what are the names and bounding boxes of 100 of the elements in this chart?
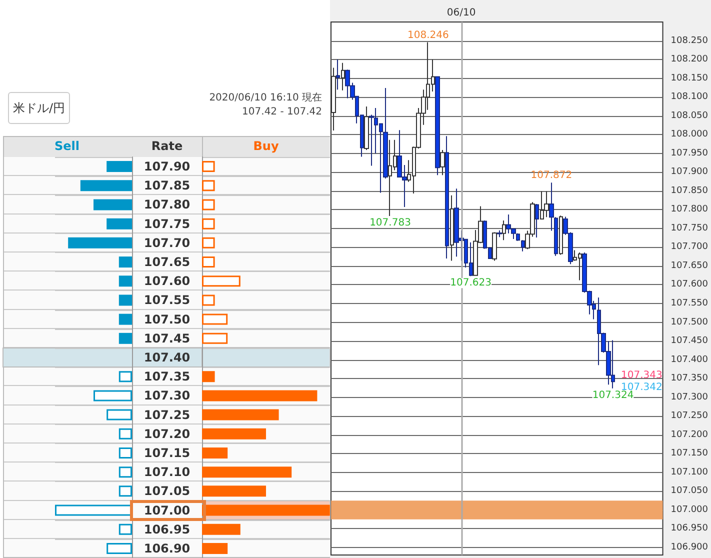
bar [202,428,266,440]
y-tick-label: 107.150 [670,448,708,459]
y-tick-label: 107.900 [670,167,708,178]
y-tick-label: 108.250 [670,36,708,46]
x-tick-label: 06/10 [446,8,476,18]
text: 107.42 - 107.42 [242,106,322,118]
y-tick-label: 107.00 [144,503,190,518]
y-tick-label: 107.60 [144,274,190,288]
candlestick [450,194,454,262]
bar [202,371,215,382]
y-tick-label: 108.000 [670,130,708,140]
y-tick-label: 107.650 [670,260,708,271]
bar [202,294,215,306]
chart-title: 米ドル/円 [8,92,70,124]
bar [202,524,240,535]
y-tick-label: 107.15 [144,446,190,460]
candlestick [364,106,369,150]
y-tick-label: 107.800 [670,204,708,215]
candlestick [435,76,440,176]
y-tick-label: 106.950 [670,524,708,534]
y-tick-label: 107.85 [144,178,190,193]
bar [68,237,132,248]
text: Sell [54,139,80,153]
y-tick-label: 108.100 [670,92,708,102]
bar [55,504,132,516]
candlestick [383,88,388,180]
y-tick-label: 107.450 [670,336,708,346]
y-tick-label: 107.600 [670,280,708,290]
candlestick [497,230,502,238]
candlestick [445,136,449,259]
y-tick-label: 106.95 [144,522,190,536]
bar [118,428,132,440]
y-tick-label: 108.150 [670,73,708,84]
bar [118,276,132,287]
candlestick [559,215,563,256]
y-tick-label: 107.75 [144,216,190,231]
annotation: 107.623 [450,278,492,289]
candlestick [544,190,549,218]
y-tick-label: 108.200 [670,54,708,65]
bar [118,486,132,497]
y-axis-title: Rate [151,139,183,153]
y-tick-label: 107.300 [670,392,708,402]
bar [202,237,215,248]
y-tick-label: 108.050 [670,110,708,121]
y-tick-label: 107.65 [144,255,190,270]
bar [202,447,228,458]
y-tick-label: 107.70 [144,236,190,250]
y-tick-label: 107.500 [670,317,708,328]
y-tick-label: 107.10 [144,465,190,480]
candlestick [535,204,539,238]
y-tick-label: 107.90 [144,160,190,174]
y-tick-label: 107.35 [144,370,190,384]
y-tick-label: 106.900 [670,542,708,552]
bar [106,542,132,554]
bar [202,390,318,402]
y-tick-label: 107.25 [144,408,190,422]
y-tick-label: 107.700 [670,242,708,252]
bar [94,390,132,402]
y-tick-label: 107.100 [670,467,708,478]
bar [118,332,132,344]
annotation: 107.872 [530,170,572,182]
y-tick-label: 107.50 [144,312,190,326]
bar [202,466,292,478]
y-tick-label: 107.950 [670,148,708,158]
bar [202,256,215,268]
y-tick-label: 107.350 [670,374,708,384]
bar [118,371,132,382]
y-tick-label: 107.200 [670,430,708,440]
y-tick-label: 107.250 [670,411,708,422]
candlestick [440,149,445,176]
y-tick-label: 107.05 [144,484,190,498]
candlestick [502,220,506,241]
bar [202,180,215,192]
bar [118,256,132,268]
annotation: 107.783 [370,218,411,229]
y-tick-label: 107.45 [144,331,190,346]
bar [202,314,228,325]
chart-subtitle: 2020/06/10 16:10 現在 [209,92,322,104]
bar [202,161,215,172]
bar [202,199,215,210]
bar [118,294,132,306]
y-tick-label: 106.90 [144,541,190,556]
bar [118,466,132,478]
bar [118,314,132,325]
bar [80,180,132,192]
candlestick [341,62,345,91]
y-tick-label: 107.40 [144,350,190,364]
bar [118,524,132,535]
bar [202,332,228,344]
y-tick-label: 107.55 [144,293,190,308]
bar [106,218,132,230]
y-tick-label: 107.550 [670,298,708,309]
candlestick [336,59,340,90]
bar [202,218,215,230]
bar [106,161,132,172]
y-tick-label: 107.050 [670,486,708,496]
y-tick-label: 107.000 [670,504,708,515]
y-tick-label: 107.20 [144,426,190,441]
y-tick-label: 107.80 [144,198,190,212]
candlestick [492,232,497,262]
